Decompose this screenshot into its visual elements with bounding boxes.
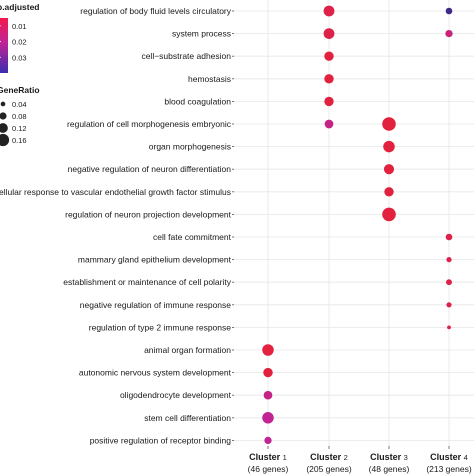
- data-point: [382, 207, 396, 222]
- y-tick-label: negative regulation of neuron differenti…: [68, 164, 232, 174]
- color-legend: p.adjusted 0.01 0.02 0.03: [0, 2, 40, 73]
- y-tick-label: autonomic nervous system development: [79, 368, 232, 378]
- size-legend-title: GeneRatio: [0, 85, 40, 95]
- data-points: [262, 5, 453, 445]
- data-point: [324, 96, 334, 107]
- x-tick-label: Cluster 2: [310, 452, 348, 462]
- y-tick-label: oligodendrocyte development: [120, 390, 232, 400]
- y-tick-label: cell−substrate adhesion: [141, 51, 231, 61]
- x-tick-label-number: 1: [283, 453, 287, 462]
- y-tick-label: organ morphogenesis: [149, 142, 231, 152]
- data-point: [263, 367, 273, 378]
- y-tick-label: regulation of cell morphogenesis embryon…: [67, 119, 232, 129]
- data-point: [262, 344, 274, 356]
- y-tick-label: hemostasis: [188, 74, 231, 84]
- color-legend-label: 0.01: [12, 22, 27, 31]
- y-tick-label: blood coagulation: [164, 96, 231, 106]
- data-point: [262, 412, 274, 424]
- y-tick-label: regulation of type 2 immune response: [89, 322, 231, 332]
- x-tick-sublabel: (46 genes): [248, 464, 289, 474]
- y-tick-label: positive regulation of receptor binding: [90, 435, 232, 445]
- data-point: [447, 325, 451, 330]
- size-legend-dot: [0, 112, 7, 120]
- size-legend: GeneRatio 0.04 0.08 0.12 0.16: [0, 85, 40, 147]
- data-point: [264, 436, 272, 445]
- y-tick-label: regulation of body fluid levels circulat…: [80, 6, 231, 16]
- gridlines: [233, 0, 474, 446]
- x-tick-sublabel: (48 genes): [369, 464, 410, 474]
- data-point: [324, 51, 334, 61]
- y-tick-label: regulation of neuron projection developm…: [65, 209, 232, 219]
- data-point: [383, 164, 395, 175]
- y-tick-label: cell fate commitment: [153, 232, 232, 242]
- data-point: [445, 7, 453, 15]
- size-legend-label: 0.08: [12, 112, 27, 121]
- x-tick-label-number: 3: [404, 453, 408, 462]
- data-point: [446, 257, 452, 263]
- size-legend-dot: [0, 133, 10, 147]
- data-point: [324, 74, 334, 84]
- color-legend-bar: [0, 18, 8, 73]
- size-legend-label: 0.12: [12, 124, 27, 133]
- y-tick-label: negative regulation of immune response: [80, 300, 231, 310]
- data-point: [382, 117, 396, 131]
- x-tick-label: Cluster 3: [370, 452, 408, 462]
- x-tick-sublabel: (205 genes): [306, 464, 352, 474]
- data-point: [446, 279, 452, 286]
- data-point: [445, 233, 453, 241]
- data-point: [263, 390, 273, 400]
- x-tick-label: Cluster 4: [430, 452, 468, 462]
- data-point: [323, 28, 335, 39]
- color-legend-label: 0.02: [12, 38, 27, 47]
- y-tick-label: system process: [172, 29, 231, 39]
- size-legend-label: 0.04: [12, 100, 27, 109]
- y-tick-label: mammary gland epithelium development: [78, 255, 232, 265]
- data-point: [383, 140, 395, 153]
- size-legend-dot: [0, 101, 6, 107]
- y-tick-label: establishment or maintenance of cell pol…: [63, 277, 231, 287]
- legend: p.adjusted 0.01 0.02 0.03 GeneRatio 0.04 0.…: [0, 2, 40, 147]
- x-tick-label-number: 2: [344, 453, 348, 462]
- data-point: [445, 29, 453, 38]
- data-point: [324, 119, 334, 129]
- color-legend-label: 0.03: [12, 53, 27, 62]
- color-legend-title: p.adjusted: [0, 2, 40, 12]
- size-legend-dot: [0, 123, 8, 133]
- y-tick-label: animal organ formation: [144, 345, 231, 355]
- data-point: [323, 5, 335, 17]
- x-axis-tick-labels: Cluster 1 (46 genes) Cluster 2 (205 genes) C…: [248, 446, 472, 474]
- y-axis-tick-labels: regulation of body fluid levels circulat…: [0, 6, 234, 445]
- size-legend-label: 0.16: [12, 136, 27, 145]
- x-tick-sublabel: (213 genes): [426, 464, 472, 474]
- y-tick-label: stem cell differentiation: [144, 413, 231, 423]
- x-tick-label-number: 4: [464, 453, 468, 462]
- x-tick-label: Cluster 1: [249, 452, 287, 462]
- data-point: [446, 302, 452, 308]
- y-tick-label: cellular response to vascular endothelia…: [0, 187, 231, 197]
- data-point: [384, 187, 394, 197]
